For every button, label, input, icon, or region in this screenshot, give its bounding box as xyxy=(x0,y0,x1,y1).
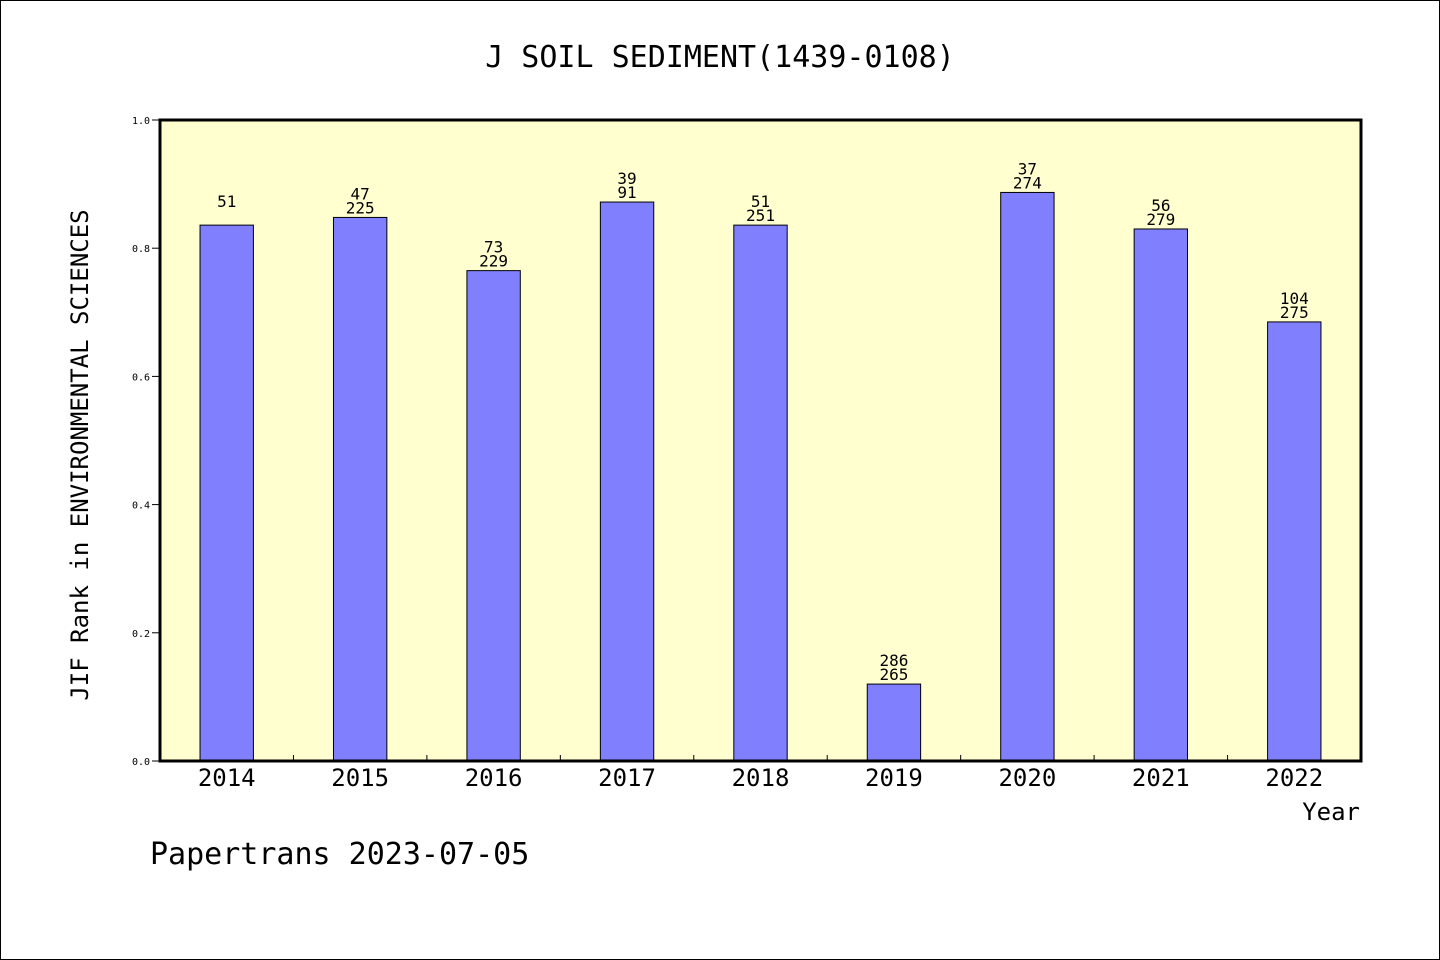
y-axis-ticks: 0.0 0.2 0.4 0.6 0.8 1.0 xyxy=(132,116,160,768)
y-tick-label: 0.2 xyxy=(132,629,150,640)
bar-data-label: 265 xyxy=(879,665,908,684)
bar-data-label: 56 xyxy=(1151,196,1170,215)
bar-2022 xyxy=(1267,321,1322,762)
bar-data-label: 91 xyxy=(617,183,636,202)
x-tick-label: 2017 xyxy=(598,764,656,792)
footer-text: Papertrans 2023-07-05 xyxy=(150,837,529,872)
x-tick-label: 2019 xyxy=(865,764,923,792)
x-tick-label: 2022 xyxy=(1265,764,1323,792)
bar-2020 xyxy=(1000,191,1055,762)
bar-data-label: 225 xyxy=(346,198,375,217)
y-tick-label: 0.6 xyxy=(132,372,150,383)
y-tick-label: 0.8 xyxy=(132,244,150,255)
x-tick-label: 2020 xyxy=(998,764,1056,792)
bar-2021 xyxy=(1133,228,1189,762)
bar-data-label: 275 xyxy=(1280,303,1309,322)
x-tick-label: 2014 xyxy=(198,764,256,792)
x-tick-label: 2021 xyxy=(1132,764,1190,792)
y-axis-label: JIF Rank in ENVIRONMENTAL SCIENCES xyxy=(66,209,94,700)
bar-data-label: 51 xyxy=(751,192,770,211)
bar-data-label: 47 xyxy=(351,184,370,203)
chart-title: J SOIL SEDIMENT(1439-0108) xyxy=(485,40,955,75)
bars xyxy=(199,191,1322,762)
x-tick-label: 2015 xyxy=(331,764,389,792)
x-tick-label: 2016 xyxy=(465,764,523,792)
bar-data-label: 286 xyxy=(879,651,908,670)
y-tick-label: 0.4 xyxy=(132,501,150,512)
bar-data-label: 73 xyxy=(484,238,503,257)
bar-data-label: 274 xyxy=(1013,173,1042,192)
bar-data-label: 251 xyxy=(746,206,775,225)
bar-2015 xyxy=(332,216,388,762)
x-axis-label: Year xyxy=(1302,798,1360,826)
bar-2014 xyxy=(199,224,254,762)
y-tick-label: 0.0 xyxy=(132,757,150,768)
y-tick-label: 1.0 xyxy=(132,116,150,127)
bar-2018 xyxy=(733,224,788,762)
bar-2016 xyxy=(466,270,521,762)
bar-2017 xyxy=(599,201,655,762)
bar-data-label: 39 xyxy=(617,169,636,188)
bar-2019 xyxy=(866,683,922,762)
bar-data-label: 104 xyxy=(1280,289,1309,308)
x-axis-ticks: 2014 2015 2016 2017 2018 2019 2020 2021 2022 xyxy=(198,755,1323,792)
bar-data-label: 229 xyxy=(479,252,508,271)
plot-border xyxy=(158,118,1363,763)
x-tick-label: 2018 xyxy=(732,764,790,792)
bar-data-label: 279 xyxy=(1146,210,1175,229)
bar-data-label: 37 xyxy=(1018,159,1037,178)
bar-data-label: 51 xyxy=(217,192,236,211)
